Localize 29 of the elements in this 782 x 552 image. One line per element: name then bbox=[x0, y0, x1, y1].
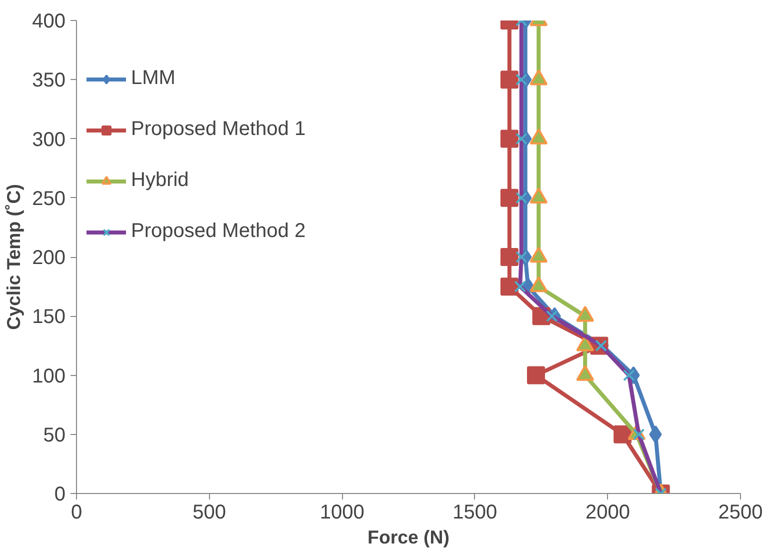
point bbox=[526, 366, 545, 384]
x-tick-label: 1500 bbox=[452, 502, 498, 524]
x-axis-title: Force (N) bbox=[368, 526, 450, 548]
legend-label: Hybrid bbox=[131, 169, 189, 192]
y-tick-label: 300 bbox=[32, 128, 66, 151]
point bbox=[500, 248, 518, 266]
legend-label: Proposed Method 1 bbox=[131, 118, 306, 141]
y-tick-label: 0 bbox=[54, 484, 66, 506]
y-axis-title: Cyclic Temp (˚C) bbox=[3, 184, 24, 330]
point bbox=[649, 425, 662, 444]
x-tick-label: 500 bbox=[192, 502, 226, 524]
point bbox=[500, 130, 518, 148]
point bbox=[500, 278, 518, 296]
x-tick-label: 2000 bbox=[585, 502, 630, 524]
point bbox=[500, 70, 518, 89]
point bbox=[614, 425, 632, 444]
y-tick-label: 400 bbox=[32, 10, 66, 32]
y-tick-label: 350 bbox=[32, 70, 66, 92]
x-tick-label: 0 bbox=[70, 502, 82, 524]
x-tick-label: 2500 bbox=[718, 502, 763, 524]
y-tick-label: 250 bbox=[32, 188, 66, 210]
x-tick-label: 1000 bbox=[320, 502, 364, 524]
y-tick-label: 100 bbox=[32, 365, 66, 388]
legend-label: Proposed Method 2 bbox=[131, 220, 306, 243]
point bbox=[500, 188, 518, 207]
y-tick-label: 150 bbox=[32, 306, 66, 328]
y-tick-label: 200 bbox=[32, 247, 66, 269]
legend-label: LMM bbox=[131, 67, 176, 90]
y-tick-label: 50 bbox=[43, 424, 66, 446]
